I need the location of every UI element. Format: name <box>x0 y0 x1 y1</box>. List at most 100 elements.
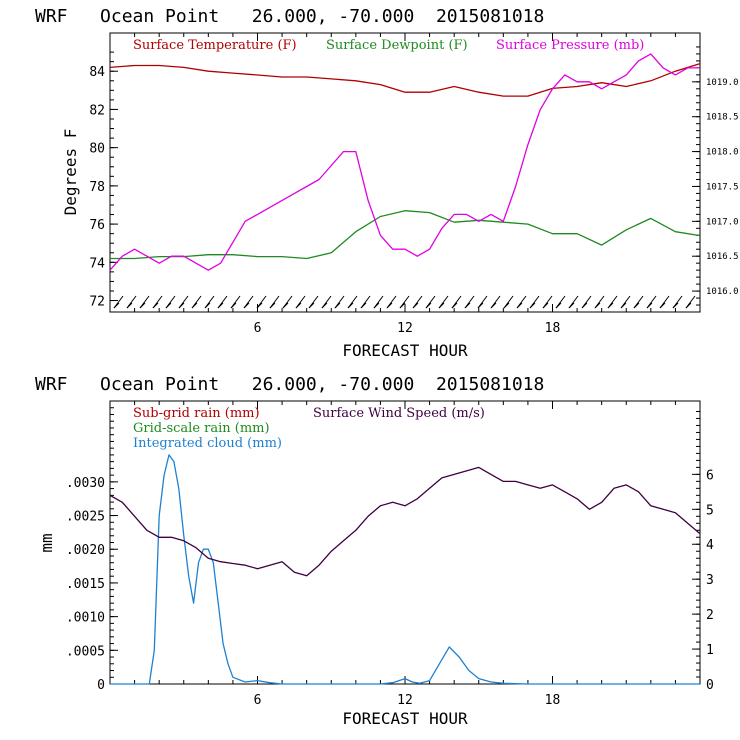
bottom-x-tick-label: 6 <box>254 693 262 708</box>
bottom-axes: 6 12 18.0030.0025.0020.0015.0010.000506543… <box>66 401 714 708</box>
bottom-chart: WRF Ocean Point 26.000, -70.000 20150810… <box>35 374 714 728</box>
hatch-mark <box>113 302 120 309</box>
top-y2-tick-label: 1016.5 <box>706 252 739 262</box>
legend-surface-pressure: Surface Pressure (mb) <box>496 38 644 53</box>
series-line-surface-temperature-f <box>109 62 701 97</box>
hatch-mark <box>633 302 640 309</box>
hatch-mark <box>438 302 445 309</box>
hatch-mark <box>568 302 575 309</box>
hatch-mark <box>542 302 549 309</box>
bottom-y-axis-label: mm <box>37 533 56 552</box>
top-y-tick-label: 80 <box>89 142 105 157</box>
bottom-y-tick-label: 0 <box>97 678 105 693</box>
hatch-mark <box>594 302 601 309</box>
hatch-mark <box>191 302 198 309</box>
bottom-y2-tick-label: 4 <box>706 538 714 553</box>
bottom-y-tick-label: .0025 <box>66 510 105 525</box>
hatch-mark <box>334 302 341 309</box>
hatch-mark <box>490 302 497 309</box>
top-x-axis-label: FORECAST HOUR <box>342 341 468 360</box>
top-y2-tick-label: 1016.0 <box>706 287 739 297</box>
bottom-y-tick-label: .0020 <box>66 543 105 558</box>
legend-surface-temperature: Surface Temperature (F) <box>133 38 297 53</box>
hatch-mark <box>529 302 536 309</box>
hatch-mark <box>607 302 614 309</box>
hatch-mark <box>425 302 432 309</box>
top-y-tick-label: 76 <box>89 218 105 233</box>
top-y-tick-label: 82 <box>89 103 105 118</box>
hatch-mark <box>243 302 250 309</box>
top-y2-tick-label: 1018.0 <box>706 148 739 158</box>
hatch-mark <box>477 302 484 309</box>
top-y2-tick-label: 1018.5 <box>706 113 739 123</box>
series-line-integrated-cloud-mm <box>110 454 700 685</box>
top-y-axis-label: Degrees F <box>61 129 80 216</box>
series-line-surface-dewpoint-f <box>110 210 701 260</box>
legend-surface-dewpoint: Surface Dewpoint (F) <box>326 38 468 53</box>
hatch-mark <box>217 302 224 309</box>
hatch-mark <box>360 302 367 309</box>
hatch-mark <box>178 302 185 309</box>
legend-integrated-cloud: Integrated cloud (mm) <box>133 436 282 451</box>
hatch-mark <box>399 302 406 309</box>
hatch-mark <box>295 302 302 309</box>
bottom-y2-tick-label: 1 <box>706 643 714 658</box>
bottom-y-tick-label: .0005 <box>66 644 105 659</box>
hatch-mark <box>503 302 510 309</box>
hatch-mark <box>386 302 393 309</box>
hatch-mark <box>204 302 211 309</box>
bottom-y-tick-label: .0010 <box>66 611 105 626</box>
top-y2-tick-label: 1019.0 <box>706 78 739 88</box>
top-chart: WRF Ocean Point 26.000, -70.000 20150810… <box>35 6 739 360</box>
series-line-surface-pressure-mb <box>109 53 700 271</box>
hatch-mark <box>126 302 133 309</box>
hatch-mark <box>464 302 471 309</box>
hatch-mark <box>230 302 237 309</box>
top-series <box>109 53 701 271</box>
bottom-y-tick-label: .0015 <box>66 577 105 592</box>
hatch-mark <box>269 302 276 309</box>
hatch-mark <box>152 302 159 309</box>
hatch-mark <box>516 302 523 309</box>
top-plot-frame <box>109 32 701 313</box>
hatch-mark <box>373 302 380 309</box>
hatch-mark <box>620 302 627 309</box>
hatch-mark <box>165 302 172 309</box>
hatch-mark <box>659 302 666 309</box>
bottom-y2-tick-label: 3 <box>706 573 714 588</box>
hatch-mark <box>308 302 315 309</box>
legend-surface-wind-speed: Surface Wind Speed (m/s) <box>313 406 485 421</box>
top-x-tick-label: 12 <box>397 321 413 336</box>
top-x-tick-label: 18 <box>545 321 561 336</box>
hatch-mark <box>555 302 562 309</box>
hatch-mark <box>139 302 146 309</box>
bottom-x-axis-label: FORECAST HOUR <box>342 709 468 728</box>
top-y2-tick-label: 1017.0 <box>706 217 739 227</box>
bottom-y2-tick-label: 5 <box>706 503 714 518</box>
top-hatch-band <box>113 295 696 309</box>
hatch-mark <box>685 302 692 309</box>
series-line-surface-wind-speed-m-s <box>109 466 701 577</box>
hatch-mark <box>451 302 458 309</box>
legend-grid-scale-rain: Grid-scale rain (mm) <box>133 421 270 436</box>
top-chart-title: WRF Ocean Point 26.000, -70.000 20150810… <box>35 6 544 27</box>
bottom-y-tick-label: .0030 <box>66 476 105 491</box>
bottom-y2-tick-label: 0 <box>706 678 714 693</box>
top-axes: 6 12 18 72 74 76 78 80 82 84 1016.0 1016.5 1017.0 101… <box>89 33 739 336</box>
bottom-y2-tick-label: 6 <box>706 468 714 483</box>
hatch-mark <box>646 302 653 309</box>
hatch-mark <box>282 302 289 309</box>
top-y-tick-label: 78 <box>89 180 105 195</box>
hatch-mark <box>347 302 354 309</box>
bottom-x-tick-label: 18 <box>545 693 561 708</box>
hatch-mark <box>672 302 679 309</box>
top-y-tick-label: 84 <box>89 65 105 80</box>
legend-sub-grid-rain: Sub-grid rain (mm) <box>133 406 260 421</box>
bottom-x-tick-label: 12 <box>397 693 413 708</box>
bottom-chart-title: WRF Ocean Point 26.000, -70.000 20150810… <box>35 374 544 395</box>
hatch-mark <box>412 302 419 309</box>
bottom-y2-tick-label: 2 <box>706 608 714 623</box>
top-y-tick-label: 74 <box>89 256 105 271</box>
top-y-tick-label: 72 <box>89 295 105 310</box>
